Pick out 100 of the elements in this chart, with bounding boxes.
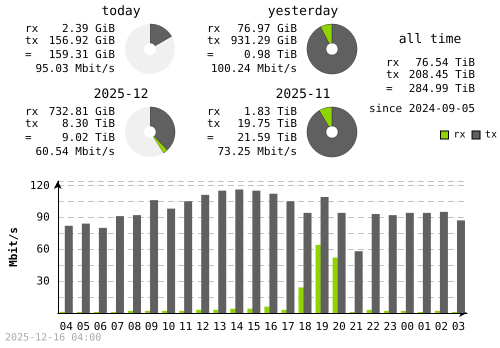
text: rx <box>25 105 39 118</box>
x-tick-label: 00 <box>400 320 414 333</box>
x-tick-label: 16 <box>264 320 278 333</box>
text: 1.83 TiB <box>244 105 298 118</box>
bar <box>304 212 312 313</box>
x-tick-label: 02 <box>434 320 448 333</box>
text: 76.97 GiB <box>237 22 298 35</box>
text: 60.54 Mbit/s <box>36 145 115 158</box>
x-tick-label: 07 <box>110 320 124 333</box>
x-tick-label: 12 <box>196 320 210 333</box>
bar <box>184 201 192 313</box>
x-tick-label: 03 <box>452 320 466 333</box>
text: 208.45 TiB <box>408 68 476 81</box>
bar <box>133 215 141 313</box>
text: 0.98 TiB <box>244 48 298 61</box>
x-tick-label: 05 <box>76 320 90 333</box>
text: 19.75 TiB <box>237 117 298 130</box>
bar <box>388 215 397 313</box>
bar <box>286 201 294 313</box>
x-tick-label: 10 <box>162 320 176 333</box>
bar <box>422 212 431 313</box>
text: 931.29 GiB <box>230 34 298 47</box>
text: 732.81 GiB <box>48 105 116 118</box>
text: since 2024-09-05 <box>369 102 475 115</box>
x-tick-label: 06 <box>94 320 108 333</box>
bar <box>213 310 218 313</box>
text: rx <box>207 105 221 118</box>
x-tick-label: 09 <box>144 320 158 333</box>
text: all time <box>398 32 462 47</box>
x-tick-label: 15 <box>247 320 260 333</box>
bar <box>372 214 380 313</box>
bar <box>440 212 448 313</box>
chart-title: 2025-12 <box>94 87 148 102</box>
bar <box>269 194 278 313</box>
y-tick-label: 30 <box>36 274 50 288</box>
bar <box>338 212 346 313</box>
y-axis-title: Mbit/s <box>7 227 20 267</box>
x-tick-label: 22 <box>366 320 380 333</box>
text: tx <box>25 117 39 130</box>
bar <box>332 258 338 313</box>
x-tick-label: 11 <box>179 320 192 333</box>
text: 73.25 Mbit/s <box>218 145 297 158</box>
x-tick-label: 19 <box>315 320 329 333</box>
text: 2.39 GiB <box>62 22 116 35</box>
text: 2025-12-16 04:00 <box>5 332 102 344</box>
x-tick-label: 01 <box>418 320 431 333</box>
text: 8.30 TiB <box>62 117 116 130</box>
bar <box>252 190 260 313</box>
text: 284.99 TiB <box>408 82 476 95</box>
x-tick-label: 23 <box>384 320 397 333</box>
bar <box>366 310 372 313</box>
bar <box>116 216 124 313</box>
bar <box>230 308 236 313</box>
bar <box>235 190 244 313</box>
text: 76.54 TiB <box>415 56 476 69</box>
text: tx <box>25 34 39 47</box>
bar <box>201 194 210 313</box>
bar <box>167 208 176 313</box>
bar <box>218 190 226 313</box>
text: 159.31 GiB <box>48 48 116 61</box>
text: 9.02 TiB <box>62 131 116 144</box>
bar <box>196 310 202 313</box>
x-tick-label: 18 <box>298 320 312 333</box>
text: = <box>25 131 32 144</box>
text: = <box>25 48 32 61</box>
text: 21.59 TiB <box>237 131 298 144</box>
x-tick-label: 08 <box>128 320 142 333</box>
text: 100.24 Mbit/s <box>210 62 297 75</box>
x-tick-label: 21 <box>350 320 363 333</box>
text: tx <box>207 34 221 47</box>
bar <box>316 244 321 313</box>
y-tick-label: 120 <box>30 178 50 192</box>
text: tx <box>386 68 400 81</box>
text: 156.92 GiB <box>48 34 116 47</box>
bar <box>354 251 363 313</box>
text: = <box>207 48 214 61</box>
text: rx <box>386 56 400 69</box>
legend-label: rx <box>454 130 466 140</box>
chart-title: 2025-11 <box>276 87 330 102</box>
text: rx <box>25 22 39 35</box>
bar <box>298 287 304 313</box>
bar <box>320 196 329 313</box>
legend-label: tx <box>485 130 498 140</box>
x-tick-label: 17 <box>281 320 295 333</box>
bar <box>406 212 414 313</box>
x-tick-label: 04 <box>60 320 74 333</box>
bar <box>281 310 286 313</box>
x-tick-label: 20 <box>332 320 346 333</box>
chart-title: yesterday <box>268 4 338 19</box>
text: tx <box>207 117 221 130</box>
bar <box>264 306 270 313</box>
bar <box>82 224 90 313</box>
chart-title: today <box>101 4 141 19</box>
text: 95.03 Mbit/s <box>36 62 115 75</box>
text: = <box>386 82 393 95</box>
y-tick-label: 60 <box>36 242 50 256</box>
bar <box>98 228 107 313</box>
x-tick-label: 13 <box>213 320 226 333</box>
bar <box>247 308 252 313</box>
text: = <box>207 131 214 144</box>
